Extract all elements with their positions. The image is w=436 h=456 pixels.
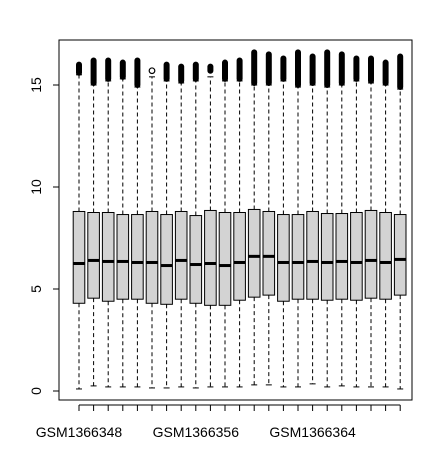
box-12 [233, 57, 246, 388]
box-body [218, 212, 232, 306]
box-21 [364, 55, 378, 388]
box-group [72, 49, 407, 390]
box-body [233, 212, 246, 301]
box-body [131, 214, 144, 300]
box-9 [189, 61, 203, 389]
box-19 [335, 51, 349, 387]
box-3 [101, 57, 115, 388]
y-axis: 0 5 10 15 [28, 77, 60, 395]
box-body [306, 210, 319, 300]
box-body [160, 214, 173, 305]
box-body [247, 208, 261, 298]
box-body [379, 212, 392, 300]
box-body [87, 212, 100, 299]
y-tick-label: 0 [28, 387, 44, 395]
box-15 [277, 55, 290, 388]
box-23 [393, 53, 407, 390]
box-body [291, 214, 305, 300]
box-body [262, 210, 276, 296]
x-tick-label: GSM1366364 [269, 424, 356, 440]
y-tick-label: 10 [28, 179, 44, 195]
box-body [277, 214, 290, 302]
x-tick-label: GSM1366356 [153, 424, 240, 440]
box-11 [218, 59, 232, 388]
y-tick-label: 5 [28, 285, 44, 293]
box-4 [116, 59, 130, 388]
x-axis: GSM1366348 GSM1366356 GSM1366364 [36, 404, 401, 440]
box-body [320, 213, 334, 301]
box-body [116, 214, 130, 300]
box-body [335, 213, 349, 300]
box-13 [247, 49, 261, 386]
box-8 [174, 63, 188, 388]
box-20 [350, 55, 363, 388]
box-18 [320, 49, 334, 388]
box-22 [379, 59, 392, 388]
box-6 [145, 67, 159, 389]
box-body [204, 209, 217, 306]
box-body [393, 214, 407, 296]
box-14 [262, 51, 276, 386]
box-body [174, 210, 188, 300]
box-5 [131, 57, 144, 388]
box-body [189, 215, 203, 304]
box-1 [72, 61, 86, 390]
box-16 [291, 49, 305, 388]
box-10 [204, 63, 217, 388]
box-17 [306, 53, 319, 385]
x-tick-label: GSM1366348 [36, 424, 123, 440]
box-body [72, 210, 86, 304]
box-body [364, 209, 378, 299]
box-body [101, 212, 115, 302]
box-body [350, 212, 363, 301]
box-body [145, 210, 159, 304]
outlier-point [148, 67, 156, 75]
box-2 [87, 57, 100, 387]
box-7 [160, 61, 173, 389]
y-tick-label: 15 [28, 77, 44, 93]
